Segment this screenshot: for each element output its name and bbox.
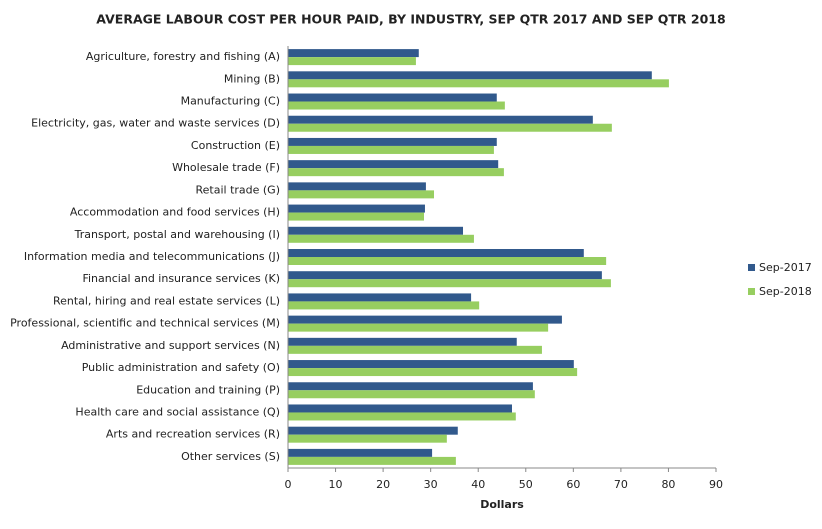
x-tick-label: 20 [376, 478, 390, 491]
bar [288, 137, 497, 146]
bar [288, 234, 474, 243]
bar [288, 93, 497, 102]
x-tick-label: 50 [519, 478, 533, 491]
bar [288, 101, 505, 110]
bar [288, 204, 425, 213]
bar [288, 360, 574, 369]
chart-title: AVERAGE LABOUR COST PER HOUR PAID, BY IN… [96, 12, 725, 27]
y-tick-label: Manufacturing (C) [181, 95, 280, 108]
bar [288, 315, 562, 324]
bar [288, 323, 549, 332]
legend-swatch [748, 264, 755, 271]
bar [288, 301, 480, 310]
bar [288, 345, 542, 354]
y-tick-label: Education and training (P) [136, 383, 280, 396]
bar [288, 368, 578, 377]
bar [288, 412, 516, 421]
y-tick-label: Construction (E) [191, 139, 280, 152]
bar [288, 382, 533, 391]
x-axis-title: Dollars [480, 498, 524, 511]
bar [288, 168, 504, 177]
bar [288, 390, 535, 399]
bar [288, 182, 426, 191]
legend-label: Sep-2018 [759, 285, 812, 298]
y-tick-label: Other services (S) [181, 450, 280, 463]
bar [288, 190, 434, 199]
y-tick-label: Wholesale trade (F) [172, 161, 280, 174]
bar [288, 57, 416, 66]
bar [288, 337, 517, 346]
x-tick-label: 0 [285, 478, 292, 491]
legend-label: Sep-2017 [759, 261, 812, 274]
x-tick-label: 30 [424, 478, 438, 491]
bar [288, 271, 602, 280]
bar [288, 145, 494, 154]
y-tick-label: Accommodation and food services (H) [70, 206, 280, 219]
y-tick-label: Public administration and safety (O) [82, 361, 280, 374]
bar [288, 434, 447, 443]
bar [288, 160, 499, 169]
y-tick-label: Rental, hiring and real estate services … [53, 294, 280, 307]
x-tick-label: 70 [614, 478, 628, 491]
x-tick-label: 80 [661, 478, 675, 491]
bar [288, 404, 512, 413]
bar [288, 257, 607, 265]
y-tick-label: Retail trade (G) [195, 183, 280, 196]
bar [288, 71, 652, 80]
y-tick-label: Mining (B) [224, 72, 280, 85]
bar [288, 49, 419, 58]
bar [288, 249, 584, 257]
legend-swatch [748, 288, 755, 295]
bar [288, 226, 464, 235]
y-tick-label: Agriculture, forestry and fishing (A) [86, 50, 280, 63]
bar [288, 123, 612, 132]
x-tick-label: 10 [329, 478, 343, 491]
y-tick-label: Financial and insurance services (K) [82, 272, 280, 285]
bar [288, 456, 456, 465]
y-tick-label: Transport, postal and warehousing (I) [74, 228, 280, 241]
x-tick-label: 60 [566, 478, 580, 491]
y-tick-label: Electricity, gas, water and waste servic… [31, 117, 280, 130]
bar [288, 448, 433, 457]
y-tick-label: Administrative and support services (N) [61, 339, 280, 352]
bar [288, 293, 472, 302]
y-tick-label: Health care and social assistance (Q) [75, 405, 280, 418]
x-tick-label: 90 [709, 478, 723, 491]
y-tick-label: Information media and telecommunications… [24, 250, 280, 263]
y-tick-label: Professional, scientific and technical s… [10, 317, 280, 330]
bar [288, 426, 458, 435]
bar [288, 115, 593, 124]
x-tick-label: 40 [471, 478, 485, 491]
bar [288, 79, 669, 88]
bar [288, 279, 611, 288]
y-tick-label: Arts and recreation services (R) [106, 428, 280, 441]
bar [288, 212, 425, 221]
